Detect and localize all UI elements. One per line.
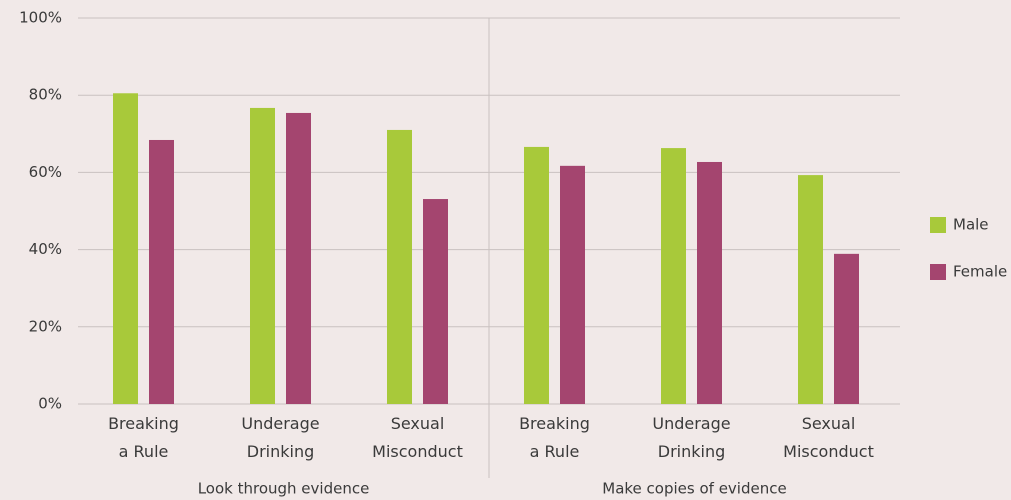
legend-label: Female [953,263,1007,281]
y-tick-label: 0% [38,395,62,413]
y-tick-label: 80% [29,86,62,104]
bar [834,253,859,404]
bar [250,107,275,405]
x-tick-label: Breaking a Rule [108,414,179,461]
group-label: Make copies of evidence [602,480,786,498]
y-tick-label: 60% [29,163,62,181]
legend-swatch [930,264,946,280]
bar [697,161,722,404]
bar [661,148,686,404]
y-tick-label: 100% [19,9,62,27]
legend-swatch [930,217,946,233]
x-tick-label: Underage Drinking [241,414,320,461]
x-tick-label: Sexual Misconduct [783,414,874,461]
legend-label: Male [953,216,989,234]
y-tick-label: 20% [29,317,62,335]
group-label: Look through evidence [198,480,370,498]
bar [149,139,174,404]
y-tick-label: 40% [29,240,62,258]
bar [524,146,549,404]
x-tick-label: Breaking a Rule [519,414,590,461]
bar [113,93,138,405]
bar [286,112,311,405]
bar [423,199,448,404]
x-tick-label: Underage Drinking [652,414,731,461]
bar [560,165,585,404]
bar [387,129,412,404]
bar [798,175,823,404]
x-tick-label: Sexual Misconduct [372,414,463,461]
